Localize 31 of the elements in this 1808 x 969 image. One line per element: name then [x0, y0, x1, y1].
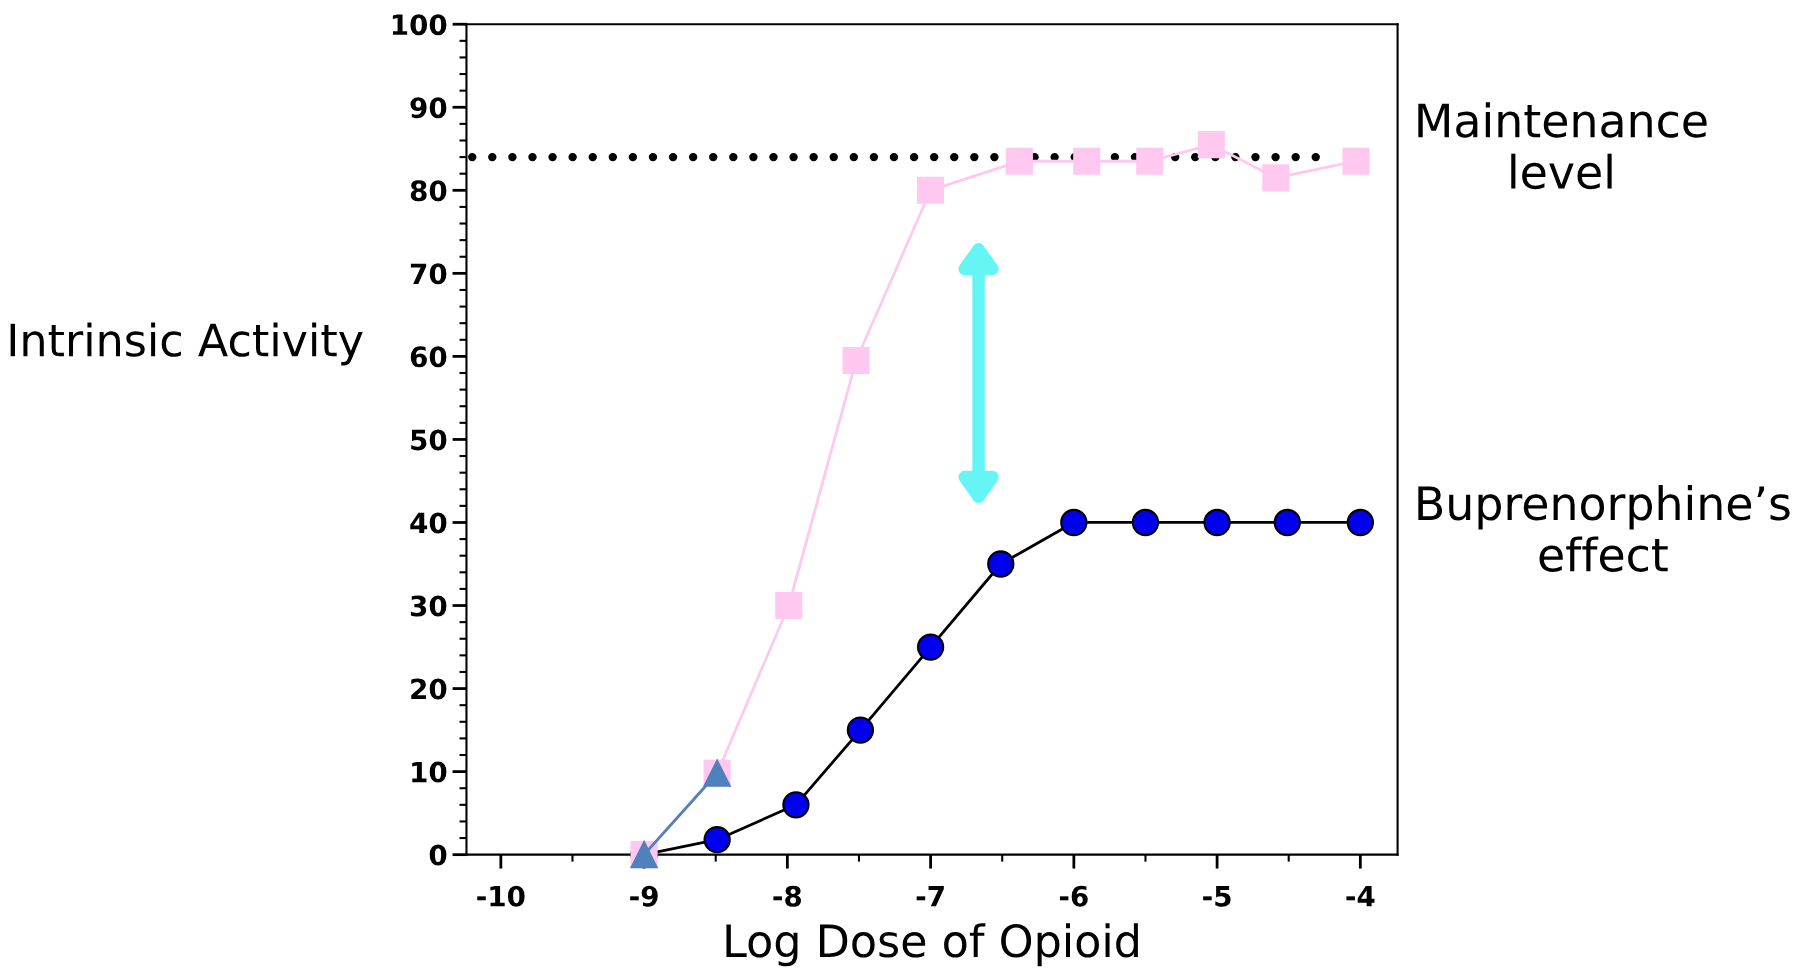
point	[1342, 147, 1370, 175]
point	[917, 176, 945, 204]
text: Buprenorphine’s effect	[1418, 485, 1790, 572]
point	[842, 347, 870, 375]
point	[1262, 164, 1290, 192]
x-tick-label: -5	[1203, 886, 1231, 907]
x-tick-label: -7	[916, 886, 944, 907]
point	[1005, 147, 1033, 175]
y-axis-title: Intrinsic Activity	[10, 322, 363, 366]
y-tick-label: 70	[410, 263, 447, 285]
y-tick-label: 30	[410, 595, 447, 617]
point	[1136, 147, 1164, 175]
text: Maintenance level	[1418, 102, 1707, 190]
y-tick-label: 40	[410, 512, 447, 534]
x-tick-label: -10	[477, 885, 525, 907]
y-tick-label: 100	[392, 14, 447, 36]
x-tick-label: -6	[1059, 885, 1088, 907]
point	[1197, 131, 1225, 159]
y-tick-label: 10	[412, 761, 447, 783]
y-tick-label: 90	[410, 97, 447, 119]
x-axis-title: Log Dose of Opioid	[726, 923, 1138, 967]
y-tick-label: 60	[410, 346, 447, 368]
x-tick-label: -9	[630, 885, 658, 907]
y-tick-label: 80	[410, 180, 447, 202]
point	[1073, 147, 1101, 175]
x-tick-label: -4	[1346, 886, 1375, 907]
point	[775, 591, 803, 620]
x-tick-label: -8	[773, 885, 802, 907]
y-tick-label: 0	[429, 844, 447, 866]
y-tick-label: 50	[411, 429, 447, 451]
y-tick-label: 20	[411, 678, 447, 700]
